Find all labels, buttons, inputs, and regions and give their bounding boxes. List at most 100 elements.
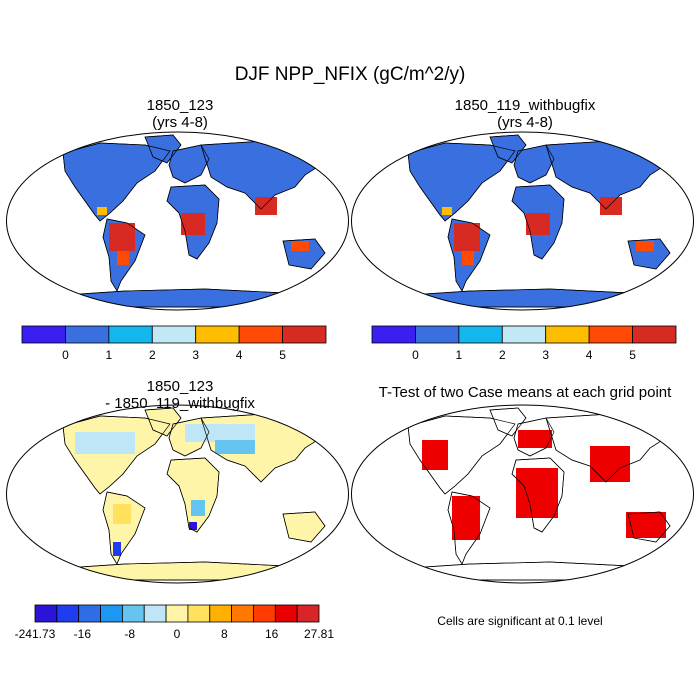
colorbar-swatch	[209, 604, 233, 623]
colorbar-tick-label: 4	[236, 348, 243, 362]
coastline-africa	[511, 184, 565, 260]
ttest-patch-australia	[626, 512, 666, 538]
colorbar-swatch	[296, 604, 320, 623]
coastline-europe	[513, 417, 555, 457]
coastline-south-america	[102, 218, 146, 292]
colorbar-tick-label: 3	[542, 348, 549, 362]
tropical-patch-south-america	[117, 251, 129, 265]
colorbar-tick-label: 2	[499, 348, 506, 362]
map-panel-1850-119-withbugfix	[351, 131, 694, 311]
colorbar-swatch	[108, 325, 153, 344]
panel-1-title-line2: (yrs 4-8)	[152, 114, 208, 131]
colorbar-swatch	[274, 604, 298, 623]
diff-patch-patagonia	[113, 542, 121, 556]
diff-patch-north-america	[75, 432, 135, 454]
colorbar-tick-label: 3	[192, 348, 199, 362]
colorbar-swatch	[187, 604, 211, 623]
tropical-patch-southeast-asia	[255, 197, 277, 215]
colorbar-tick-label: 5	[279, 348, 286, 362]
map-panel-1850-123	[6, 131, 349, 311]
colorbar-swatch	[21, 325, 66, 344]
colorbar-swatch	[371, 325, 416, 344]
diff-patch-south-america	[113, 504, 131, 524]
colorbar-swatch	[238, 325, 283, 344]
coastline-africa	[166, 184, 220, 260]
ttest-patch-africa	[516, 468, 558, 518]
panel-2-title-line1: 1850_119_withbugfix	[454, 97, 596, 114]
colorbar-swatch	[231, 604, 254, 623]
colorbar-swatch	[545, 325, 590, 344]
tropical-patch-central-america	[442, 207, 452, 215]
coastline-greenland	[489, 407, 527, 437]
tropical-patch-africa	[181, 213, 205, 235]
colorbar-tick-label: 0	[412, 348, 419, 362]
colorbar-tick-label: -8	[124, 627, 135, 641]
colorbar-tick-label: 0	[174, 627, 181, 641]
colorbar-swatch	[165, 604, 189, 623]
map-border	[6, 404, 349, 584]
colorbar-swatch	[65, 325, 110, 344]
tropical-patch-amazon	[109, 223, 135, 251]
coastline-europe	[168, 144, 210, 184]
colorbar-tick-label: 27.81	[304, 627, 334, 641]
figure-title: DJF NPP_NFIX (gC/m^2/y)	[234, 64, 466, 85]
colorbar-tick-label: 16	[265, 627, 279, 641]
ttest-patch-south-america	[452, 496, 480, 540]
ttest-patch-north-america	[422, 440, 448, 470]
panel-2-title-line2: (yrs 4-8)	[497, 114, 553, 131]
panel-1-title: 1850_123 (yrs 4-8)	[10, 97, 350, 131]
colorbar-swatch	[501, 325, 547, 344]
tropical-patch-australia	[636, 241, 654, 251]
colorbar-panel-2: 0 1 2 3 4 5	[371, 325, 677, 362]
tropical-patch-southeast-asia	[600, 197, 622, 215]
colorbar-tick-label: 0	[62, 348, 69, 362]
colorbar-swatch	[56, 604, 80, 623]
coastline-north-america	[62, 415, 171, 495]
map-border	[351, 404, 694, 584]
map-border	[6, 131, 349, 311]
panel-4-title: T-Test of two Case means at each grid po…	[355, 384, 695, 401]
colorbar-tick-label: 1	[456, 348, 463, 362]
panel-3-title-line1: 1850_123	[146, 378, 214, 395]
coastline-greenland	[489, 134, 527, 164]
colorbar-difference: -241.73 -16 -8 0 8 16 27.81	[15, 604, 334, 641]
tropical-patch-africa	[526, 213, 550, 235]
ttest-patch-asia	[590, 446, 630, 482]
diff-patch-central-asia	[215, 440, 255, 454]
land-australia	[282, 511, 326, 543]
colorbar-swatch	[121, 604, 145, 623]
colorbar-tick-label: -241.73	[15, 627, 56, 641]
colorbar-swatch	[253, 604, 276, 623]
tropical-patch-south-america	[462, 251, 474, 265]
colorbar-tick-label: -16	[74, 627, 92, 641]
colorbar-swatch	[34, 604, 58, 623]
colorbar-tick-label: 1	[106, 348, 113, 362]
coastline-south-america	[447, 491, 491, 565]
coastline-south-america	[102, 491, 146, 565]
coastline-australia	[627, 238, 671, 270]
colorbar-tick-label: 8	[221, 627, 228, 641]
tropical-patch-australia	[291, 241, 309, 251]
coastline-australia	[282, 511, 326, 543]
colorbar-swatch	[78, 604, 101, 623]
land-africa	[166, 457, 220, 533]
coastline-north-america	[62, 142, 171, 222]
coastline-australia	[627, 511, 671, 543]
map-border	[351, 131, 694, 311]
diff-patch-eurasia	[185, 424, 255, 442]
colorbar-swatch	[415, 325, 460, 344]
coastline-north-america	[407, 415, 516, 495]
colorbar-tick-label: 5	[629, 348, 636, 362]
coastline-europe	[168, 417, 210, 457]
significance-note: Cells are significant at 0.1 level	[437, 614, 603, 628]
coastline-greenland	[144, 407, 182, 437]
coastline-north-america	[407, 142, 516, 222]
colorbar-swatch	[195, 325, 240, 344]
colorbar-swatch	[458, 325, 503, 344]
colorbar-swatch	[282, 325, 327, 344]
panel-4-title-line1: T-Test of two Case means at each grid po…	[378, 384, 672, 401]
colorbar-swatch	[588, 325, 633, 344]
coastline-australia	[282, 238, 326, 270]
map-panel-difference	[6, 404, 349, 584]
colorbar-swatch	[143, 604, 167, 623]
